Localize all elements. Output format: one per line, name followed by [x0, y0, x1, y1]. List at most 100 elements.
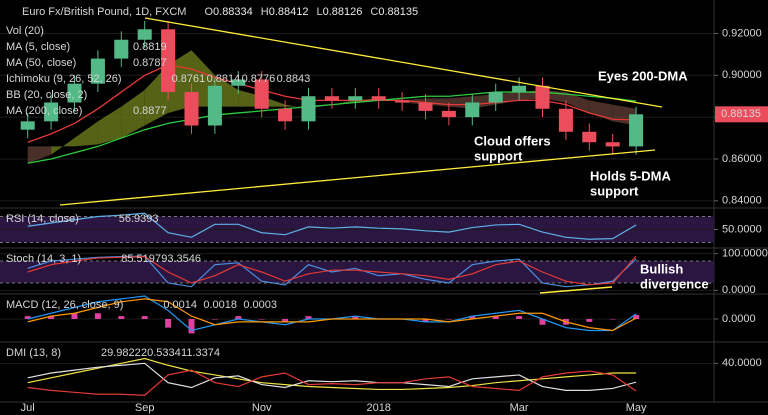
cloud-segment [74, 121, 98, 147]
histogram-bar [539, 319, 546, 325]
y-tick-label: 0.0000 [722, 313, 756, 325]
y-tick-label: 40.0000 [722, 357, 762, 369]
price-badge [715, 106, 768, 123]
histogram-bar [118, 316, 125, 319]
indicator-line [27, 255, 637, 286]
candle-body [605, 142, 620, 147]
ohlc-value: 0.88126 [323, 6, 363, 18]
candle-body [67, 83, 82, 103]
ohlc-value: 0.88334 [213, 6, 253, 18]
candle-body [231, 79, 246, 86]
ohlc-label: C [370, 6, 378, 18]
candle-body [512, 85, 527, 93]
indicator-name: MA (50, close) [6, 57, 76, 69]
candle-body [348, 96, 363, 101]
histogram-bar [71, 313, 78, 319]
candle-body [207, 85, 222, 126]
candle-body [137, 29, 152, 40]
candle-body [465, 102, 480, 118]
y-tick-label: 100.0000 [722, 248, 768, 260]
annotation: Eyes 200-DMA [598, 68, 688, 83]
candle-body [582, 131, 597, 143]
y-tick-label: 0.92000 [722, 27, 762, 39]
title-text: Euro Fx/British Pound, 1D, FXCM [22, 6, 186, 18]
histogram-bar [492, 316, 499, 319]
y-tick-label: 50.0000 [722, 223, 762, 235]
trendline [144, 17, 663, 108]
y-tick-label: 0.0000 [722, 284, 756, 296]
candle-body [558, 108, 573, 132]
indicator-value: 56.9393 [119, 213, 159, 225]
indicator-value: 0.0014 [163, 299, 197, 311]
histogram-bar [633, 314, 640, 319]
indicator-value: 0.8843 [277, 73, 311, 85]
histogram-bar [141, 316, 148, 319]
indicator-value: 0.8761 [172, 73, 206, 85]
candle-body [20, 121, 35, 130]
x-tick-label: Nov [252, 402, 272, 414]
panel-label: DMI (13, 8) [6, 347, 61, 359]
indicator-line [27, 369, 637, 396]
candle-body [418, 102, 433, 111]
indicator-value: 93.3546 [161, 253, 201, 265]
cloud-segment [51, 138, 75, 155]
x-tick-label: Jul [21, 402, 35, 414]
annotation: divergence [640, 276, 709, 291]
histogram-bar [24, 316, 31, 319]
ohlc-value: 0.88135 [378, 6, 418, 18]
cloud-segment [27, 146, 52, 164]
indicator-line [27, 362, 637, 391]
price-badge-label: 0.88135 [721, 108, 761, 120]
panel-label: Stoch (14, 3, 1) [6, 253, 81, 265]
histogram-bar [94, 313, 101, 319]
cloud-segment [565, 92, 590, 113]
indicator-value: 11.3374 [181, 347, 220, 359]
histogram-bar [305, 316, 312, 319]
candle-body [488, 92, 503, 103]
indicator-line [27, 212, 637, 240]
histogram-bar [609, 319, 616, 320]
indicator-value: 0.8814 [207, 73, 241, 85]
histogram-bar [282, 319, 289, 322]
histogram-bar [352, 316, 359, 319]
candle-body [184, 92, 199, 126]
overlay: 0.840000.860000.880000.900000.92000Euro … [6, 6, 768, 414]
candle-body [301, 96, 316, 122]
candle-body [629, 114, 644, 147]
histogram-bar [188, 319, 195, 334]
cloud-segment [589, 100, 613, 122]
histogram-bar [445, 319, 452, 320]
indicator-value: 20.5334 [141, 347, 181, 359]
annotation: support [590, 183, 639, 198]
candle-body [324, 96, 339, 101]
indicator-line [27, 357, 637, 391]
y-tick-label: 0.90000 [722, 69, 762, 81]
candle-body [44, 102, 59, 122]
indicator-value: 0.8787 [133, 57, 167, 69]
cloud-segment [331, 100, 356, 105]
x-tick-label: Mar [510, 402, 529, 414]
cloud-segment [97, 106, 122, 145]
indicator-value: 29.9822 [101, 347, 141, 359]
indicator-value: 85.5197 [121, 253, 161, 265]
histogram-bar [422, 319, 429, 322]
candle-body [441, 110, 456, 118]
y-tick-label: 0.86000 [722, 153, 762, 165]
panel-label: RSI (14, close) [6, 213, 79, 225]
indicator-line [27, 298, 637, 332]
indicator-value: 0.0003 [243, 299, 277, 311]
trendline [59, 149, 656, 206]
indicator-value: 0.8776 [242, 73, 276, 85]
ohlc-label: L [317, 6, 323, 18]
histogram-bar [211, 319, 218, 320]
chart-title: Euro Fx/British Pound, 1D, FXCM O0.88334 H… [22, 6, 418, 18]
y-tick-label: 0.84000 [722, 195, 762, 207]
panel-label: MACD (12, 26, close, 9) [6, 299, 123, 311]
annotation: Holds 5-DMA [590, 168, 672, 183]
histogram-bar [586, 319, 593, 322]
indicator-value: 0.8819 [133, 41, 167, 53]
x-tick-label: Sep [135, 402, 155, 414]
candle-body [371, 96, 386, 101]
indicator-value: 0.0018 [203, 299, 237, 311]
